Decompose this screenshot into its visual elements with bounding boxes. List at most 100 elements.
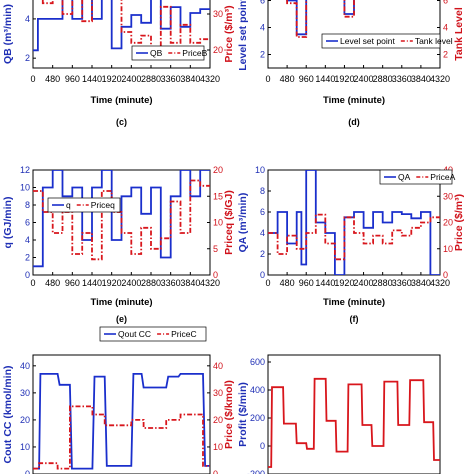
series-line-q-b	[33, 0, 210, 52]
y-left-tick-label: 2	[260, 50, 265, 60]
y-right-tick-label: 20	[443, 218, 453, 228]
y-left-tick-label: 30	[20, 388, 30, 398]
chart-panel-c: 0 480 960 1440 1920 2400 2880 3360 3840 4320Time …	[2, 117, 235, 308]
y-left-tick-label: 0	[25, 469, 30, 474]
y-right-tick-label: 0	[213, 270, 218, 280]
legend-label: q	[66, 200, 71, 210]
x-tick-label: 2400	[121, 278, 141, 288]
y-left-tick-label: 4	[260, 228, 265, 238]
x-tick-label: 2400	[354, 74, 374, 84]
legend: QB PriceB	[131, 45, 208, 61]
x-tick-label: 480	[45, 74, 60, 84]
x-tick-label: 960	[65, 278, 80, 288]
y-left-tick-label: 0	[260, 441, 265, 451]
x-tick-label: 0	[265, 278, 270, 288]
legend: Level set point Tank level	[321, 33, 453, 49]
x-tick-label: 1440	[315, 74, 335, 84]
y-right-axis-label: Priceq ($/GJ)	[223, 190, 235, 255]
x-axis-label: Time (minute)	[323, 95, 385, 106]
series-line-price-c	[33, 405, 210, 470]
y-left-tick-label: -200	[247, 469, 265, 474]
y-right-tick-label: 30	[443, 191, 453, 201]
x-tick-label: 3360	[161, 74, 181, 84]
panel-label: (d)	[348, 117, 360, 127]
legend-label: Qout CC	[118, 329, 151, 339]
chart-panel-e: (e) 0 10 20 30 40 0 10 20 30 40 Cout CC (kmol/min) P…	[2, 314, 235, 474]
y-left-axis-label: Cout CC (kmol/min)	[2, 366, 14, 464]
y-left-tick-label: 2	[25, 53, 30, 63]
y-right-tick-label: 15	[213, 191, 223, 201]
series-line-q-out-c-c	[33, 372, 210, 470]
y-right-axis-label: Price ($/m³)	[223, 5, 235, 62]
series-line-price-a	[268, 213, 440, 261]
chart-panel-c_top: 0 480 960 1440 1920 2400 2880 3360 3840 4320 Time …	[237, 0, 465, 106]
x-tick-label: 0	[30, 278, 35, 288]
legend-label: QA	[398, 172, 411, 182]
legend: Qout CC PriceC	[99, 326, 207, 342]
y-left-tick-label: 6	[260, 207, 265, 217]
x-tick-label: 1920	[102, 278, 122, 288]
y-left-tick-label: 0	[25, 270, 30, 280]
y-right-tick-label: 0	[213, 469, 218, 474]
x-tick-label: 1440	[82, 278, 102, 288]
x-tick-label: 960	[65, 74, 80, 84]
x-tick-label: 1440	[82, 74, 102, 84]
x-tick-label: 3360	[392, 74, 412, 84]
x-tick-label: 2400	[121, 74, 141, 84]
x-tick-label: 1440	[315, 278, 335, 288]
x-tick-label: 3840	[180, 74, 200, 84]
y-left-tick-label: 6	[260, 0, 265, 6]
panel-label: (e)	[116, 314, 127, 324]
plot-frame	[32, 354, 211, 474]
x-tick-label: 0	[30, 74, 35, 84]
y-right-tick-label: 10	[213, 442, 223, 452]
y-left-axis-label: QA (m³/min)	[237, 193, 249, 253]
x-tick-label: 4320	[430, 74, 450, 84]
x-tick-label: 4320	[200, 74, 220, 84]
legend-label: PriceA	[430, 172, 455, 182]
y-left-tick-label: 2	[260, 249, 265, 259]
y-left-tick-label: 0	[260, 270, 265, 280]
y-right-tick-label: 40	[213, 361, 223, 371]
y-right-tick-label: 5	[213, 244, 218, 254]
y-right-tick-label: 20	[213, 165, 223, 175]
y-left-tick-label: 200	[250, 413, 265, 423]
chart-panel-f: (f) -200 0 200 400 600 Profit ($/min)	[237, 314, 441, 474]
x-tick-label: 3360	[392, 278, 412, 288]
x-tick-label: 3840	[411, 278, 431, 288]
y-right-tick-label: 4	[443, 23, 448, 33]
x-tick-label: 960	[299, 74, 314, 84]
x-axis-label: Time (minute)	[90, 297, 152, 308]
y-left-tick-label: 4	[260, 23, 265, 33]
x-tick-label: 3840	[180, 278, 200, 288]
y-left-tick-label: 20	[20, 415, 30, 425]
x-tick-label: 480	[45, 278, 60, 288]
y-left-axis-label: Profit ($/min)	[237, 382, 249, 447]
x-tick-label: 3360	[161, 278, 181, 288]
y-right-tick-label: 30	[213, 9, 223, 19]
series-line-profit	[268, 377, 440, 468]
plot-frame	[267, 0, 441, 69]
x-tick-label: 1920	[334, 74, 354, 84]
y-left-tick-label: 10	[20, 183, 30, 193]
legend: q Priceq	[47, 197, 121, 213]
legend-label: QB	[150, 48, 163, 58]
legend-label: Priceq	[91, 200, 115, 210]
y-right-tick-label: 20	[213, 45, 223, 55]
legend-label: PriceB	[182, 48, 207, 58]
y-left-tick-label: 600	[250, 357, 265, 367]
y-right-tick-label: 30	[213, 388, 223, 398]
x-tick-label: 480	[280, 74, 295, 84]
y-left-axis-label: q (GJ/min)	[2, 197, 14, 249]
y-left-tick-label: 10	[255, 165, 265, 175]
y-left-tick-label: 8	[25, 200, 30, 210]
y-left-tick-label: 2	[25, 253, 30, 263]
y-right-tick-label: 10	[213, 218, 223, 228]
x-axis-label: Time (minute)	[90, 95, 152, 106]
chart-panel-d: 0 480 960 1440 1920 2400 2880 3360 3840 4320Time …	[237, 117, 465, 308]
x-tick-label: 2880	[373, 278, 393, 288]
y-right-axis-label: Price ($/m³)	[453, 194, 465, 251]
y-right-axis-label: Tank Level	[453, 7, 465, 61]
x-tick-label: 2880	[373, 74, 393, 84]
